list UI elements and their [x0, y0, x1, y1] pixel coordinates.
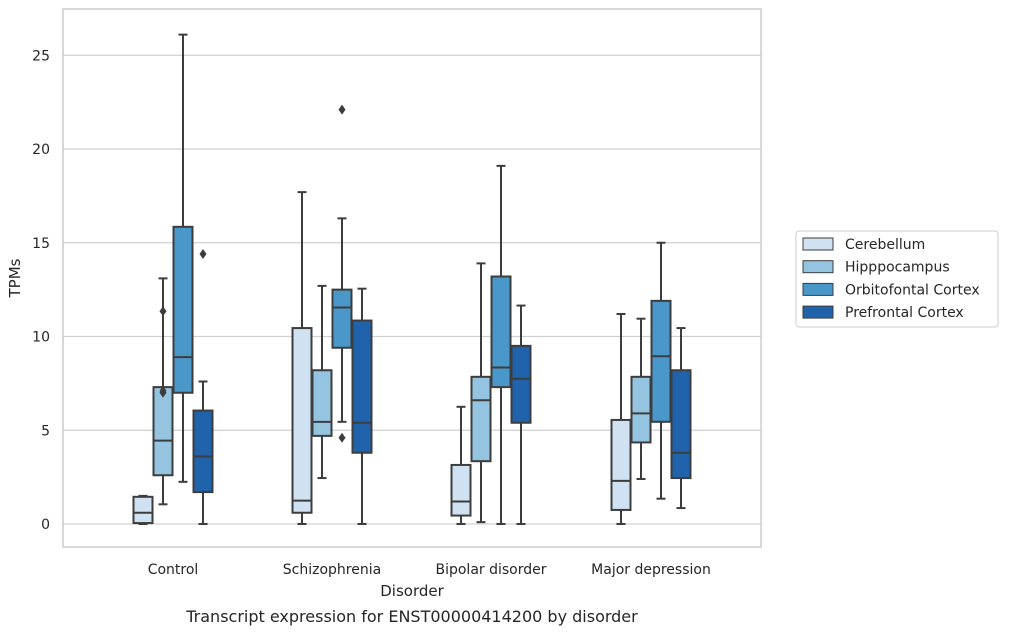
box-iqr [670, 369, 692, 480]
box-iqr [152, 386, 174, 477]
y-tick-label: 20 [32, 142, 50, 158]
legend-swatch [802, 282, 834, 296]
box-cerebellum-0 [132, 494, 154, 525]
y-tick-label: 5 [41, 423, 50, 439]
legend-swatch [802, 305, 834, 319]
plot-frame [62, 8, 762, 548]
box-orbitofontal-cortex-1 [331, 104, 353, 443]
y-tick-label: 25 [32, 48, 50, 64]
box-iqr [351, 319, 373, 454]
box-iqr [450, 463, 472, 517]
box-iqr [490, 275, 512, 389]
x-tick-label: Schizophrenia [283, 562, 381, 578]
box-orbitofontal-cortex-2 [490, 164, 512, 525]
legend-label: Hipppocampus [845, 260, 950, 276]
box-cerebellum-2 [450, 405, 472, 525]
legend-swatch [802, 260, 834, 274]
outlier-point [159, 385, 167, 396]
box-hipppocampus-3 [630, 317, 652, 480]
chart-caption: Transcript expression for ENST0000041420… [185, 607, 638, 626]
legend-label: Orbitofontal Cortex [845, 282, 980, 298]
outlier-point [338, 104, 346, 115]
box-orbitofontal-cortex-0 [172, 33, 194, 483]
box-iqr [291, 327, 313, 514]
outlier-point [159, 306, 167, 317]
boxes [132, 33, 692, 525]
box-hipppocampus-1 [311, 284, 333, 480]
x-tick-label: Major depression [591, 562, 711, 578]
box-iqr [192, 409, 214, 494]
box-iqr [650, 299, 672, 423]
box-iqr [610, 418, 632, 511]
legend-label: Cerebellum [845, 237, 925, 253]
y-axis-label: TPMs [6, 258, 24, 298]
outlier-point [338, 432, 346, 443]
legend-label: Prefrontal Cortex [845, 305, 964, 321]
box-prefrontal-cortex-2 [510, 304, 532, 525]
outlier-point [199, 249, 207, 259]
box-prefrontal-cortex-0 [192, 249, 214, 525]
box-hipppocampus-0 [152, 277, 174, 506]
box-cerebellum-3 [610, 313, 632, 525]
box-iqr [470, 375, 492, 463]
x-axis-ticks: Control Schizophrenia Bipolar disorder Majo… [148, 562, 711, 578]
x-tick-label: Bipolar disorder [435, 562, 546, 578]
box-iqr [630, 375, 652, 444]
box-prefrontal-cortex-3 [670, 327, 692, 510]
y-tick-label: 0 [41, 517, 50, 533]
y-tick-label: 10 [32, 330, 50, 346]
legend-frame [795, 230, 999, 328]
legend: Cerebellum Hipppocampus Orbitofontal Corte… [795, 230, 999, 328]
box-iqr [331, 288, 353, 349]
box-hipppocampus-2 [470, 262, 492, 524]
box-iqr [132, 495, 154, 525]
x-tick-label: Control [148, 562, 199, 578]
box-iqr [172, 225, 194, 394]
box-orbitofontal-cortex-3 [650, 241, 672, 500]
box-iqr [510, 344, 532, 424]
x-axis-label: Disorder [380, 582, 444, 600]
y-axis-ticks: 0 5 10 15 20 25 [32, 48, 50, 533]
box-iqr [311, 369, 333, 437]
box-prefrontal-cortex-1 [351, 287, 373, 525]
y-tick-label: 15 [32, 236, 50, 252]
legend-swatch [802, 237, 834, 251]
